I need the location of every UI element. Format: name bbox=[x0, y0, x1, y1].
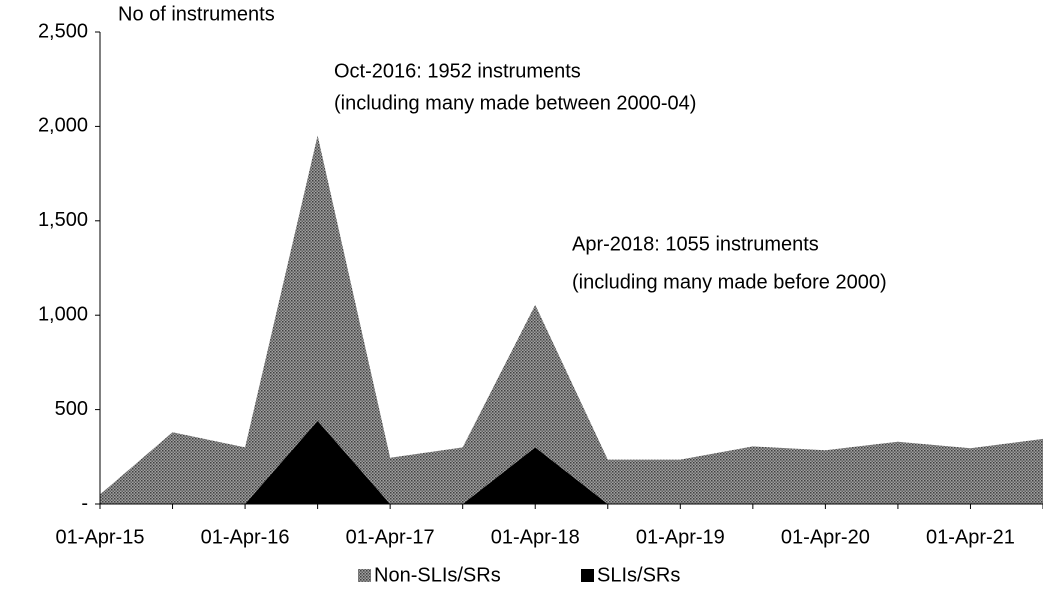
axis-title: No of instruments bbox=[118, 3, 275, 25]
annotation: (including many made before 2000) bbox=[572, 271, 887, 293]
legend-swatch bbox=[358, 569, 371, 582]
y-tick-label: 1,000 bbox=[38, 303, 88, 325]
x-tick-label: 01-Apr-16 bbox=[201, 526, 290, 548]
annotation: Oct-2016: 1952 instruments bbox=[334, 60, 581, 82]
y-tick-label: 2,000 bbox=[38, 115, 88, 137]
area bbox=[100, 420, 1043, 504]
x-tick-label: 01-Apr-20 bbox=[781, 526, 870, 548]
y-tick-label: 2,500 bbox=[38, 20, 88, 42]
x-tick-label: 01-Apr-17 bbox=[346, 526, 435, 548]
annotation: (including many made between 2000-04) bbox=[334, 92, 696, 114]
annotation: Apr-2018: 1055 instruments bbox=[572, 233, 819, 255]
x-tick-label: 01-Apr-18 bbox=[491, 526, 580, 548]
x-tick-label: 01-Apr-15 bbox=[56, 526, 145, 548]
y-tick-label: 500 bbox=[55, 398, 88, 420]
x-tick-label: 01-Apr-19 bbox=[636, 526, 725, 548]
legend-label: Non-SLIs/SRs bbox=[374, 564, 501, 586]
legend-swatch bbox=[581, 569, 594, 582]
x-tick-label: 01-Apr-21 bbox=[926, 526, 1015, 548]
y-tick-label: - bbox=[81, 492, 88, 514]
y-tick-label: 1,500 bbox=[38, 209, 88, 231]
area bbox=[100, 135, 1043, 504]
legend-label: SLIs/SRs bbox=[597, 564, 680, 586]
